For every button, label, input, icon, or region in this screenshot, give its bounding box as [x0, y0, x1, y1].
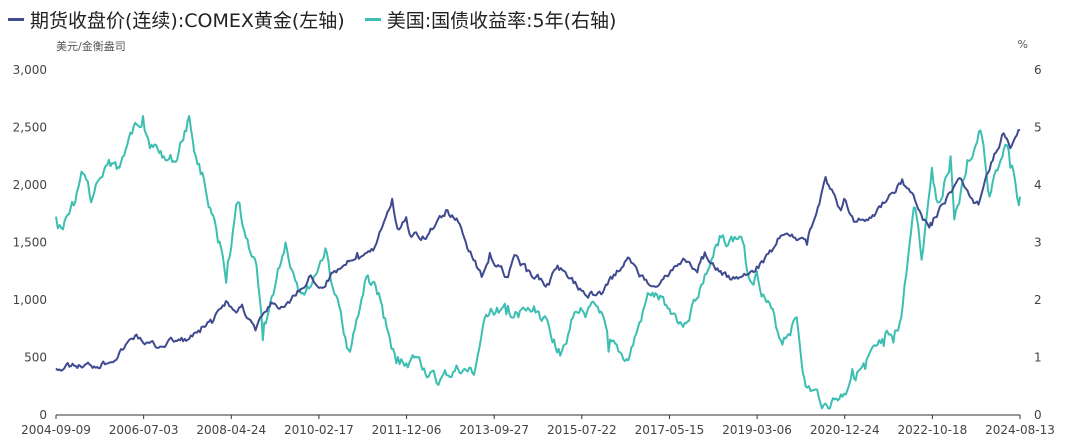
x-tick-label: 2013-09-27 — [459, 423, 529, 437]
x-tick-label: 2004-09-09 — [21, 423, 91, 437]
legend-item-yield[interactable]: 美国:国债收益率:5年(右轴) — [364, 6, 617, 33]
y-left-tick-label: 500 — [24, 351, 47, 365]
x-tick-label: 2024-08-13 — [985, 423, 1055, 437]
x-tick-label: 2008-04-24 — [196, 423, 266, 437]
x-tick-label: 2020-12-24 — [810, 423, 880, 437]
x-tick-label: 2006-07-03 — [109, 423, 179, 437]
right-axis-unit: % — [1017, 38, 1028, 51]
y-left-tick-label: 2,000 — [13, 178, 47, 192]
y-left-tick-label: 1,500 — [13, 236, 47, 250]
series-line-gold — [55, 128, 1021, 372]
left-axis-unit: 美元/金衡盎司 — [56, 40, 126, 53]
y-left-tick-label: 2,500 — [13, 121, 47, 135]
legend-item-gold[interactable]: 期货收盘价(连续):COMEX黄金(左轴) — [8, 6, 345, 33]
x-tick-label: 2019-03-06 — [722, 423, 792, 437]
x-tick-label: 2017-05-15 — [635, 423, 705, 437]
y-right-tick-label: 4 — [1034, 178, 1042, 192]
y-right-tick-label: 1 — [1034, 351, 1042, 365]
legend-swatch-gold — [8, 17, 24, 21]
y-right-tick-label: 5 — [1034, 121, 1042, 135]
series-line-yield — [55, 115, 1021, 410]
legend-label-yield: 美国:国债收益率:5年(右轴) — [386, 9, 617, 32]
y-left-tick-label: 3,000 — [13, 63, 47, 77]
chart-legend: 期货收盘价(连续):COMEX黄金(左轴) 美国:国债收益率:5年(右轴) — [8, 4, 636, 34]
y-left-tick-label: 0 — [39, 408, 47, 422]
y-right-tick-label: 6 — [1034, 63, 1042, 77]
legend-label-gold: 期货收盘价(连续):COMEX黄金(左轴) — [30, 9, 345, 32]
y-right-tick-label: 3 — [1034, 236, 1042, 250]
y-left-tick-label: 1,000 — [13, 293, 47, 307]
x-tick-label: 2022-10-18 — [897, 423, 967, 437]
legend-swatch-yield — [364, 17, 381, 21]
x-tick-label: 2010-02-17 — [284, 423, 354, 437]
x-tick-label: 2011-12-06 — [372, 423, 442, 437]
y-right-tick-label: 0 — [1034, 408, 1042, 422]
y-right-tick-label: 2 — [1034, 293, 1042, 307]
x-tick-label: 2015-07-22 — [547, 423, 617, 437]
